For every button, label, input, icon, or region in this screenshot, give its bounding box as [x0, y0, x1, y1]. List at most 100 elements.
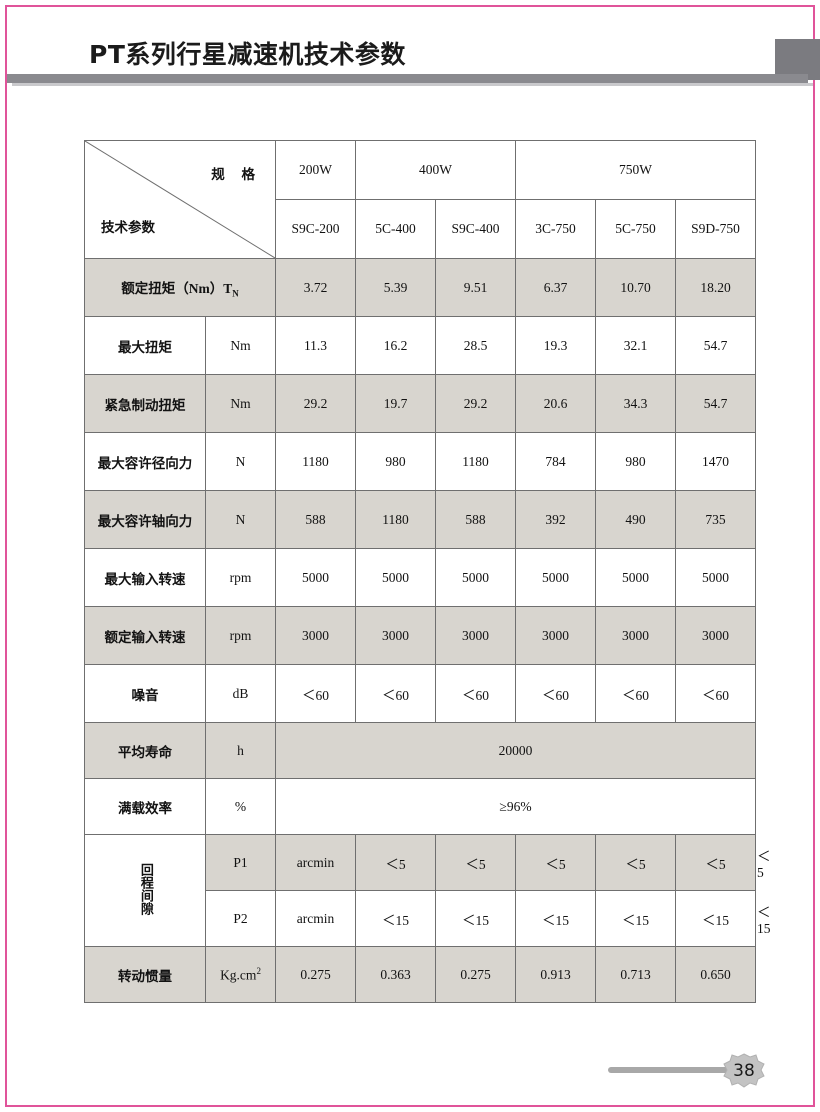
- cell-value: 3000: [355, 606, 436, 665]
- table-body: 规 格 技术参数 200W 400W 750W S9C-200 5C-400 S…: [84, 140, 771, 1003]
- cell-value: 980: [355, 432, 436, 491]
- cell-value: 588: [435, 490, 516, 549]
- cell-value: ＜15: [675, 890, 756, 947]
- cell-value: 5000: [595, 548, 676, 607]
- row-unit: N: [205, 490, 276, 549]
- table-row: 最大输入转速 rpm 5000 5000 5000 5000 5000 5000: [84, 548, 756, 607]
- row-unit: N: [205, 432, 276, 491]
- cell-value: 29.2: [435, 374, 516, 433]
- cell-value: 18.20: [675, 258, 756, 317]
- header-divider-bar: [7, 74, 808, 83]
- table-row: 额定扭矩（Nm）TN 3.72 5.39 9.51 6.37 10.70 18.…: [84, 258, 756, 317]
- cell-value: 6.37: [515, 258, 596, 317]
- row-unit-text: Kg.cm: [220, 967, 257, 983]
- row-unit: %: [205, 778, 276, 835]
- cell-value: ＜5: [515, 834, 596, 891]
- table-row: 满载效率 % ≥96%: [84, 778, 756, 835]
- row-label-max-input-speed: 最大输入转速: [84, 548, 206, 607]
- power-group-400w: 400W: [355, 140, 516, 200]
- cell-value: 588: [275, 490, 356, 549]
- cell-value: 16.2: [355, 316, 436, 375]
- cell-value: 0.650: [675, 946, 756, 1003]
- table-row: P2 arcmin ＜15 ＜15 ＜15 ＜15 ＜15 ＜15: [85, 890, 771, 947]
- cell-value: 5000: [675, 548, 756, 607]
- model-header-1: 5C-400: [355, 199, 436, 259]
- table-row: 最大容许径向力 N 1180 980 1180 784 980 1470: [84, 432, 756, 491]
- cell-value: 3000: [275, 606, 356, 665]
- cell-value: 5.39: [355, 258, 436, 317]
- cell-value: 784: [515, 432, 596, 491]
- footer-rule: [608, 1067, 734, 1073]
- cell-value: 0.713: [595, 946, 676, 1003]
- row-unit: Nm: [205, 316, 276, 375]
- cell-value: ＜60: [515, 664, 596, 723]
- cell-value: ＜5: [435, 834, 516, 891]
- row-label-rated-input-speed: 额定输入转速: [84, 606, 206, 665]
- cell-value: 20.6: [515, 374, 596, 433]
- cell-value: ＜60: [675, 664, 756, 723]
- row-label-subscript: N: [232, 288, 239, 299]
- model-header-2: S9C-400: [435, 199, 516, 259]
- cell-value: ＜15: [435, 890, 516, 947]
- cell-value: ＜60: [355, 664, 436, 723]
- row-label-average-life: 平均寿命: [84, 722, 206, 779]
- cell-value: 0.275: [275, 946, 356, 1003]
- page-title: PT系列行星减速机技术参数: [89, 40, 406, 69]
- cell-value: 3.72: [275, 258, 356, 317]
- table-row: 紧急制动扭矩 Nm 29.2 19.7 29.2 20.6 34.3 54.7: [84, 374, 756, 433]
- cell-value: 9.51: [435, 258, 516, 317]
- cell-value: 735: [675, 490, 756, 549]
- model-header-3: 3C-750: [515, 199, 596, 259]
- page-header: PT系列行星减速机技术参数: [7, 7, 820, 80]
- cell-value: 490: [595, 490, 676, 549]
- row-unit: dB: [205, 664, 276, 723]
- cell-value: ＜5: [595, 834, 676, 891]
- table-row: 额定输入转速 rpm 3000 3000 3000 3000 3000 3000: [84, 606, 756, 665]
- cell-value: ＜60: [435, 664, 516, 723]
- cell-value: 3000: [595, 606, 676, 665]
- diagonal-divider-icon: [85, 141, 275, 258]
- cell-value: 1180: [275, 432, 356, 491]
- cell-value: ＜60: [275, 664, 356, 723]
- table-header-row-power: 规 格 技术参数 200W 400W 750W: [84, 140, 756, 259]
- row-label-max-axial-force: 最大容许轴向力: [84, 490, 206, 549]
- row-unit: arcmin: [275, 890, 356, 947]
- cell-value: 1180: [435, 432, 516, 491]
- power-group-750w: 750W: [515, 140, 756, 200]
- cell-value: ＜15: [355, 890, 436, 947]
- cell-value: 29.2: [275, 374, 356, 433]
- cell-value: 1180: [355, 490, 436, 549]
- cell-value: 19.3: [515, 316, 596, 375]
- table-header-row-models: S9C-200 5C-400 S9C-400 3C-750 5C-750 S9D…: [85, 199, 756, 259]
- header-divider-bar-shadow: [12, 83, 813, 86]
- cell-value: 19.7: [355, 374, 436, 433]
- row-label-text: 额定扭矩（Nm）T: [121, 280, 233, 296]
- row-label-emergency-brake-torque: 紧急制动扭矩: [84, 374, 206, 433]
- row-label-full-load-efficiency: 满载效率: [84, 778, 206, 835]
- cell-value: ＜15: [595, 890, 676, 947]
- param-axis-label: 技术参数: [101, 220, 155, 236]
- table-row: 回程间隙 P1 arcmin ＜5 ＜5 ＜5 ＜5 ＜5 ＜5: [84, 834, 771, 947]
- row-unit: h: [205, 722, 276, 779]
- row-unit: rpm: [205, 606, 276, 665]
- row-unit: Nm: [205, 374, 276, 433]
- cell-value: 10.70: [595, 258, 676, 317]
- power-group-200w: 200W: [275, 140, 356, 200]
- row-unit: arcmin: [275, 834, 356, 891]
- cell-value: 1470: [675, 432, 756, 491]
- cell-value: 5000: [355, 548, 436, 607]
- cell-value: 54.7: [675, 374, 756, 433]
- cell-value: ＜5: [355, 834, 436, 891]
- gear-badge-icon: [723, 1053, 765, 1088]
- model-header-5: S9D-750: [675, 199, 756, 259]
- row-unit-superscript: 2: [256, 965, 261, 976]
- model-header-0: S9C-200: [275, 199, 356, 259]
- cell-value: 5000: [515, 548, 596, 607]
- cell-value: ＜15: [515, 890, 596, 947]
- cell-value: 5000: [435, 548, 516, 607]
- cell-value: 54.7: [675, 316, 756, 375]
- row-label-max-radial-force: 最大容许径向力: [84, 432, 206, 491]
- row-unit-inertia: Kg.cm2: [205, 946, 276, 1003]
- table-row: 转动惯量 Kg.cm2 0.275 0.363 0.275 0.913 0.71…: [84, 946, 756, 1003]
